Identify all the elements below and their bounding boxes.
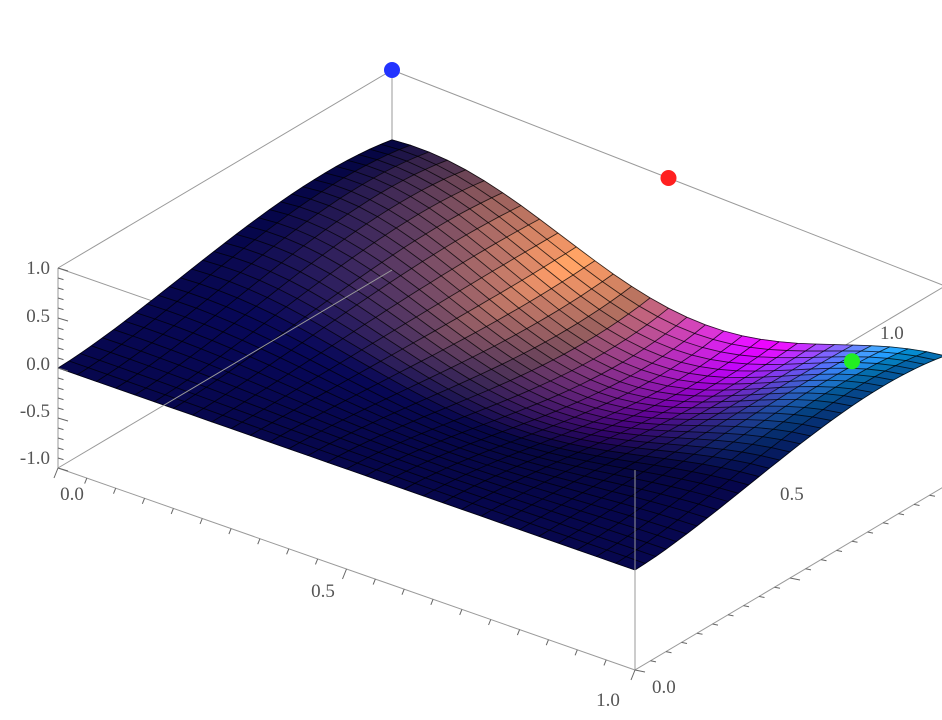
tick-mark: [634, 669, 646, 673]
tick-mark: [53, 467, 59, 479]
tick-mark: [820, 559, 827, 562]
tick-mark: [170, 508, 174, 515]
tick-mark: [913, 503, 920, 506]
mesh-line: [347, 159, 904, 375]
y-tick-label: 1.0: [880, 323, 904, 344]
tick-mark: [574, 649, 578, 656]
tick-mark: [57, 417, 69, 422]
tick-mark: [851, 540, 858, 543]
tick-mark: [84, 477, 88, 484]
mesh-line: [391, 139, 942, 356]
tick-mark: [630, 669, 636, 681]
tick-mark: [681, 641, 688, 644]
mesh-line: [615, 351, 927, 564]
tick-mark: [57, 337, 64, 341]
z-tick-label: -0.5: [20, 401, 50, 422]
tick-mark: [57, 327, 64, 331]
tick-mark: [696, 632, 703, 635]
y-axis-tick-labels: 0.0 0.5 1.0: [652, 323, 904, 698]
tick-mark: [603, 659, 607, 666]
axis-ticks: [53, 267, 936, 681]
tick-mark: [545, 639, 549, 646]
tick-mark: [516, 629, 521, 636]
z-tick-label: -1.0: [20, 448, 50, 469]
tick-mark: [57, 447, 64, 451]
light-points: [384, 62, 860, 370]
tick-mark: [57, 407, 64, 411]
tick-mark: [898, 513, 905, 516]
tick-mark: [199, 518, 203, 525]
tick-mark: [57, 397, 64, 401]
tick-mark: [929, 494, 936, 497]
tick-mark: [57, 317, 69, 322]
tick-mark: [57, 377, 64, 381]
tick-mark: [113, 488, 117, 494]
tick-mark: [758, 595, 765, 598]
tick-mark: [774, 586, 781, 589]
z-tick-label: 0.0: [26, 354, 50, 375]
tick-mark: [805, 568, 812, 571]
tick-mark: [743, 605, 750, 608]
light-point: [660, 170, 677, 186]
z-tick-label: 1.0: [26, 258, 50, 279]
mesh-line: [358, 154, 915, 370]
tick-mark: [372, 578, 376, 585]
x-axis-tick-labels: 0.0 0.5 1.0: [60, 484, 620, 711]
tick-mark: [459, 609, 463, 616]
z-axis-tick-labels: 1.0 0.5 0.0 -0.5 -1.0: [20, 258, 50, 469]
tick-mark: [401, 589, 405, 595]
mesh-line: [634, 356, 942, 571]
surface-mesh: [57, 139, 942, 571]
tick-mark: [57, 387, 64, 391]
y-tick-label: 0.5: [780, 484, 804, 505]
mesh-line: [369, 148, 925, 365]
tick-mark: [286, 548, 290, 555]
mesh-line: [336, 165, 894, 381]
light-point: [384, 62, 400, 78]
box-edge: [57, 69, 393, 269]
tick-mark: [57, 367, 69, 372]
mesh-line: [380, 143, 935, 361]
tick-mark: [727, 614, 734, 617]
tick-mark: [57, 347, 64, 351]
tick-mark: [57, 357, 64, 361]
mesh-line: [596, 348, 909, 557]
light-point: [844, 353, 860, 370]
tick-mark: [257, 538, 261, 545]
tick-mark: [342, 568, 347, 580]
tick-mark: [57, 437, 64, 441]
mesh-line: [557, 345, 872, 544]
tick-mark: [57, 277, 64, 281]
tick-mark: [430, 599, 434, 605]
tick-mark: [314, 558, 319, 565]
tick-mark: [57, 457, 64, 461]
x-tick-label: 0.0: [60, 484, 84, 505]
tick-mark: [665, 651, 672, 654]
tick-mark: [57, 307, 64, 311]
tick-mark: [57, 297, 64, 301]
mesh-line: [577, 346, 890, 551]
y-tick-label: 0.0: [652, 677, 676, 698]
tick-mark: [836, 549, 843, 552]
tick-mark: [228, 528, 232, 535]
tick-mark: [650, 660, 657, 663]
tick-mark: [867, 531, 874, 534]
tick-mark: [789, 577, 801, 581]
z-tick-label: 0.5: [26, 306, 50, 327]
x-tick-label: 1.0: [596, 690, 620, 711]
tick-mark: [488, 619, 492, 626]
tick-mark: [141, 498, 146, 504]
tick-mark: [712, 623, 719, 626]
tick-mark: [882, 522, 889, 525]
tick-mark: [57, 267, 69, 272]
tick-mark: [57, 467, 69, 472]
box-edge: [57, 269, 393, 469]
tick-mark: [57, 427, 64, 431]
surface: [57, 139, 942, 571]
x-tick-label: 0.5: [311, 581, 335, 602]
tick-mark: [57, 287, 64, 291]
